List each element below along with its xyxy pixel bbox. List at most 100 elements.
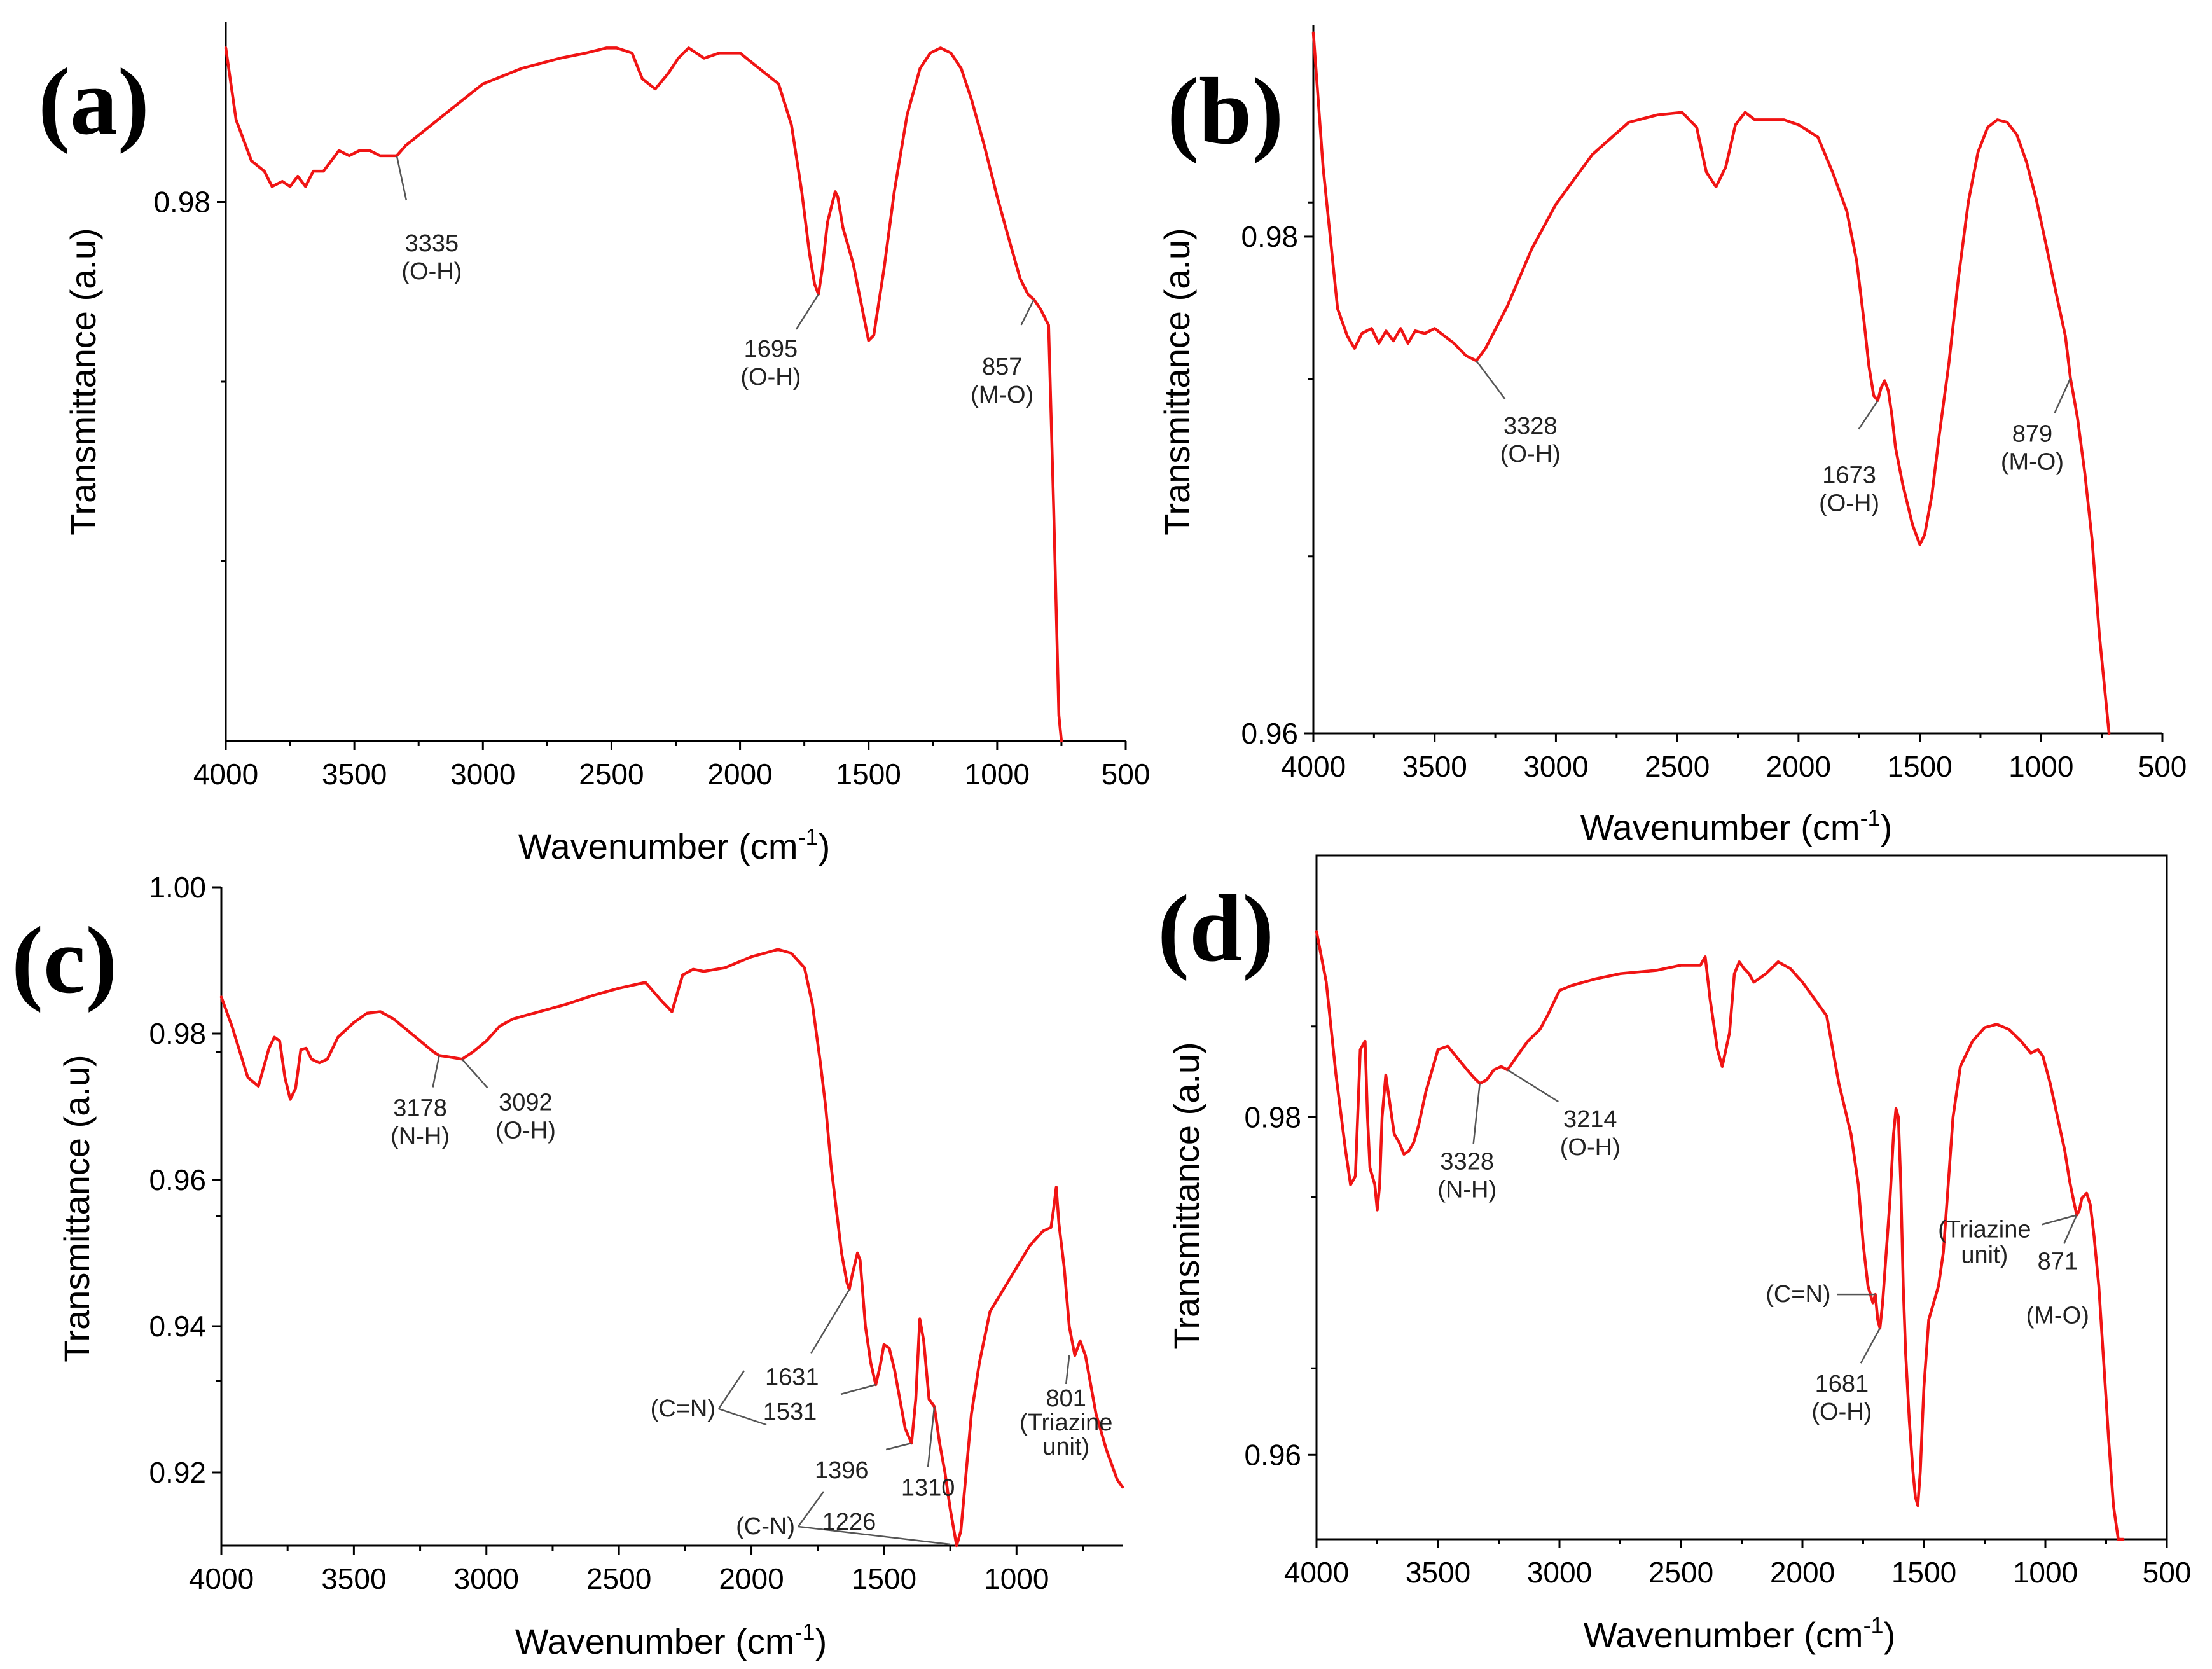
annotation-leader — [1858, 400, 1879, 430]
spectrum-line — [1315, 930, 2125, 1541]
x-axis-title: Wavenumber (cm-1) — [1580, 805, 1892, 847]
x-tick-label: 500 — [1102, 758, 1151, 791]
x-tick-label: 4000 — [193, 758, 258, 791]
x-tick-label: 1500 — [1887, 750, 1952, 783]
annotation-1673-line: (O-H) — [1819, 490, 1879, 517]
x-axis-title-main: Wavenumber (cm — [1584, 1615, 1863, 1655]
annotation-leader — [1476, 360, 1506, 399]
annotation-leader — [798, 1525, 951, 1546]
annotation-leader — [797, 1491, 825, 1527]
x-tick-label: 2000 — [719, 1562, 784, 1595]
x-axis-title-main: Wavenumber (cm — [515, 1621, 795, 1661]
annotation-leader — [396, 155, 408, 201]
panel-b: 4000 3500 3000 2500 2000 1500 1000 500 0.96 0.98 (… — [1157, 25, 2187, 847]
x-tick-label: 1000 — [965, 758, 1030, 791]
x-axis-title-sup: -1 — [798, 824, 819, 850]
annotation-leader — [2063, 1214, 2078, 1244]
spectrum-line — [219, 948, 1124, 1548]
annotation-1396-line: 1396 — [815, 1457, 869, 1484]
annotation-3328-line: (N-H) — [1437, 1176, 1497, 1203]
annotation-3214-line: 3214 — [1563, 1106, 1617, 1133]
annotation-801-line: (Triazine — [1020, 1409, 1112, 1436]
x-tick-label: 4000 — [189, 1562, 254, 1595]
annotation-879-line: (M-O) — [2001, 449, 2064, 476]
annotation-1681-line: 1681 — [1815, 1371, 1869, 1397]
panel-label: (d) — [1158, 876, 1274, 981]
x-axis-title: Wavenumber (cm-1) — [1584, 1612, 1895, 1655]
x-axis-title: Wavenumber (cm-1) — [515, 1619, 827, 1661]
annotation-1695-line: 1695 — [744, 336, 798, 363]
y-tick-label: 0.96 — [1241, 717, 1298, 750]
annotation-3328-line: 3328 — [1440, 1148, 1494, 1175]
y-axis-title: Transmittance (a.u) — [63, 228, 103, 535]
annotation-leader — [461, 1058, 488, 1089]
y-tick-label: 0.98 — [1244, 1100, 1301, 1133]
x-tick-label: 2500 — [1645, 750, 1710, 783]
annotation-leader — [1472, 1083, 1481, 1144]
annotation-3328-line: (O-H) — [1500, 441, 1561, 467]
annotation-3335-line: 3335 — [405, 230, 459, 257]
x-tick-label: 3500 — [322, 758, 387, 791]
annotation-1695-line: (O-H) — [740, 364, 801, 391]
group-label-cn-double: (C=N) — [651, 1395, 715, 1422]
annotation-857-line: 857 — [982, 354, 1022, 380]
x-tick-label: 4000 — [1281, 750, 1346, 783]
panel-a: 4000 3500 3000 2500 2000 1500 1000 500 0.98(a) Wa… — [38, 22, 1150, 866]
x-tick-label: 2000 — [1770, 1556, 1835, 1589]
annotation-cn-line: (C=N) — [1766, 1281, 1830, 1308]
x-tick-label: 2500 — [586, 1562, 651, 1595]
x-tick-label: 3000 — [454, 1562, 519, 1595]
y-tick-label: 0.94 — [149, 1310, 206, 1343]
annotation-leader — [717, 1370, 745, 1409]
x-axis-title-main: Wavenumber (cm — [1580, 807, 1860, 847]
panel-label: (c) — [11, 908, 117, 1013]
x-tick-label: 3500 — [1402, 750, 1467, 783]
x-axis-title-close: ) — [815, 1621, 827, 1661]
annotation-1310-line: 1310 — [901, 1475, 955, 1502]
annotation-857-line: (M-O) — [971, 382, 1033, 408]
annotation-1531-line: 1531 — [763, 1399, 817, 1425]
annotation-3328-line: 3328 — [1503, 413, 1558, 440]
y-tick-label: 0.96 — [149, 1163, 206, 1196]
x-axis-title-sup: -1 — [795, 1619, 815, 1645]
x-axis-title-sup: -1 — [1860, 805, 1881, 831]
annotation-triazine-line: unit) — [1961, 1242, 2008, 1268]
panel-d: 4000 3500 3000 2500 2000 1500 1000 500 0.96 0.98 (… — [1158, 854, 2192, 1655]
annotation-1673-line: 1673 — [1822, 462, 1876, 489]
y-tick-label: 0.98 — [1241, 220, 1298, 253]
x-tick-label: 3000 — [1523, 750, 1588, 783]
annotation-leader — [1065, 1355, 1070, 1385]
y-tick-label: 1.00 — [149, 871, 206, 904]
annotation-leader — [1507, 1069, 1559, 1103]
y-tick-label: 0.98 — [153, 186, 211, 219]
x-tick-label: 1000 — [984, 1562, 1049, 1595]
spectrum-line — [1311, 31, 2111, 735]
annotation-leader — [810, 1289, 850, 1354]
x-tick-label: 1500 — [852, 1562, 916, 1595]
y-axis-title: Transmittance (a.u) — [57, 1055, 97, 1362]
x-tick-label: 2500 — [1649, 1556, 1713, 1589]
y-tick-label: 0.92 — [149, 1456, 206, 1489]
annotation-leader — [2054, 378, 2071, 414]
annotation-triazine-line: (Triazine — [1938, 1216, 2031, 1243]
x-tick-label: 500 — [2143, 1556, 2192, 1589]
annotation-mo-line: (M-O) — [2026, 1302, 2089, 1329]
annotation-871-line: 871 — [2038, 1248, 2078, 1275]
x-tick-label: 3500 — [1406, 1556, 1470, 1589]
group-label-cn-single: (C-N) — [736, 1513, 795, 1540]
annotation-leader — [885, 1442, 912, 1451]
x-tick-label: 3000 — [1527, 1556, 1592, 1589]
annotation-3335-line: (O-H) — [401, 258, 462, 285]
annotation-leader — [795, 294, 819, 330]
annotation-leader — [1020, 299, 1035, 326]
annotation-879-line: 879 — [2012, 421, 2052, 448]
annotation-801-line: unit) — [1042, 1434, 1089, 1460]
y-tick-label: 0.96 — [1244, 1438, 1301, 1471]
panel-label: (a) — [38, 49, 149, 155]
annotation-leader — [927, 1406, 936, 1467]
annotation-1681-line: (O-H) — [1811, 1399, 1872, 1425]
x-tick-label: 3000 — [450, 758, 515, 791]
panel-c: 4000 3500 3000 2500 2000 1500 1000 0.92 0.94 0.96… — [11, 871, 1124, 1661]
spectrum-line — [224, 46, 1063, 743]
